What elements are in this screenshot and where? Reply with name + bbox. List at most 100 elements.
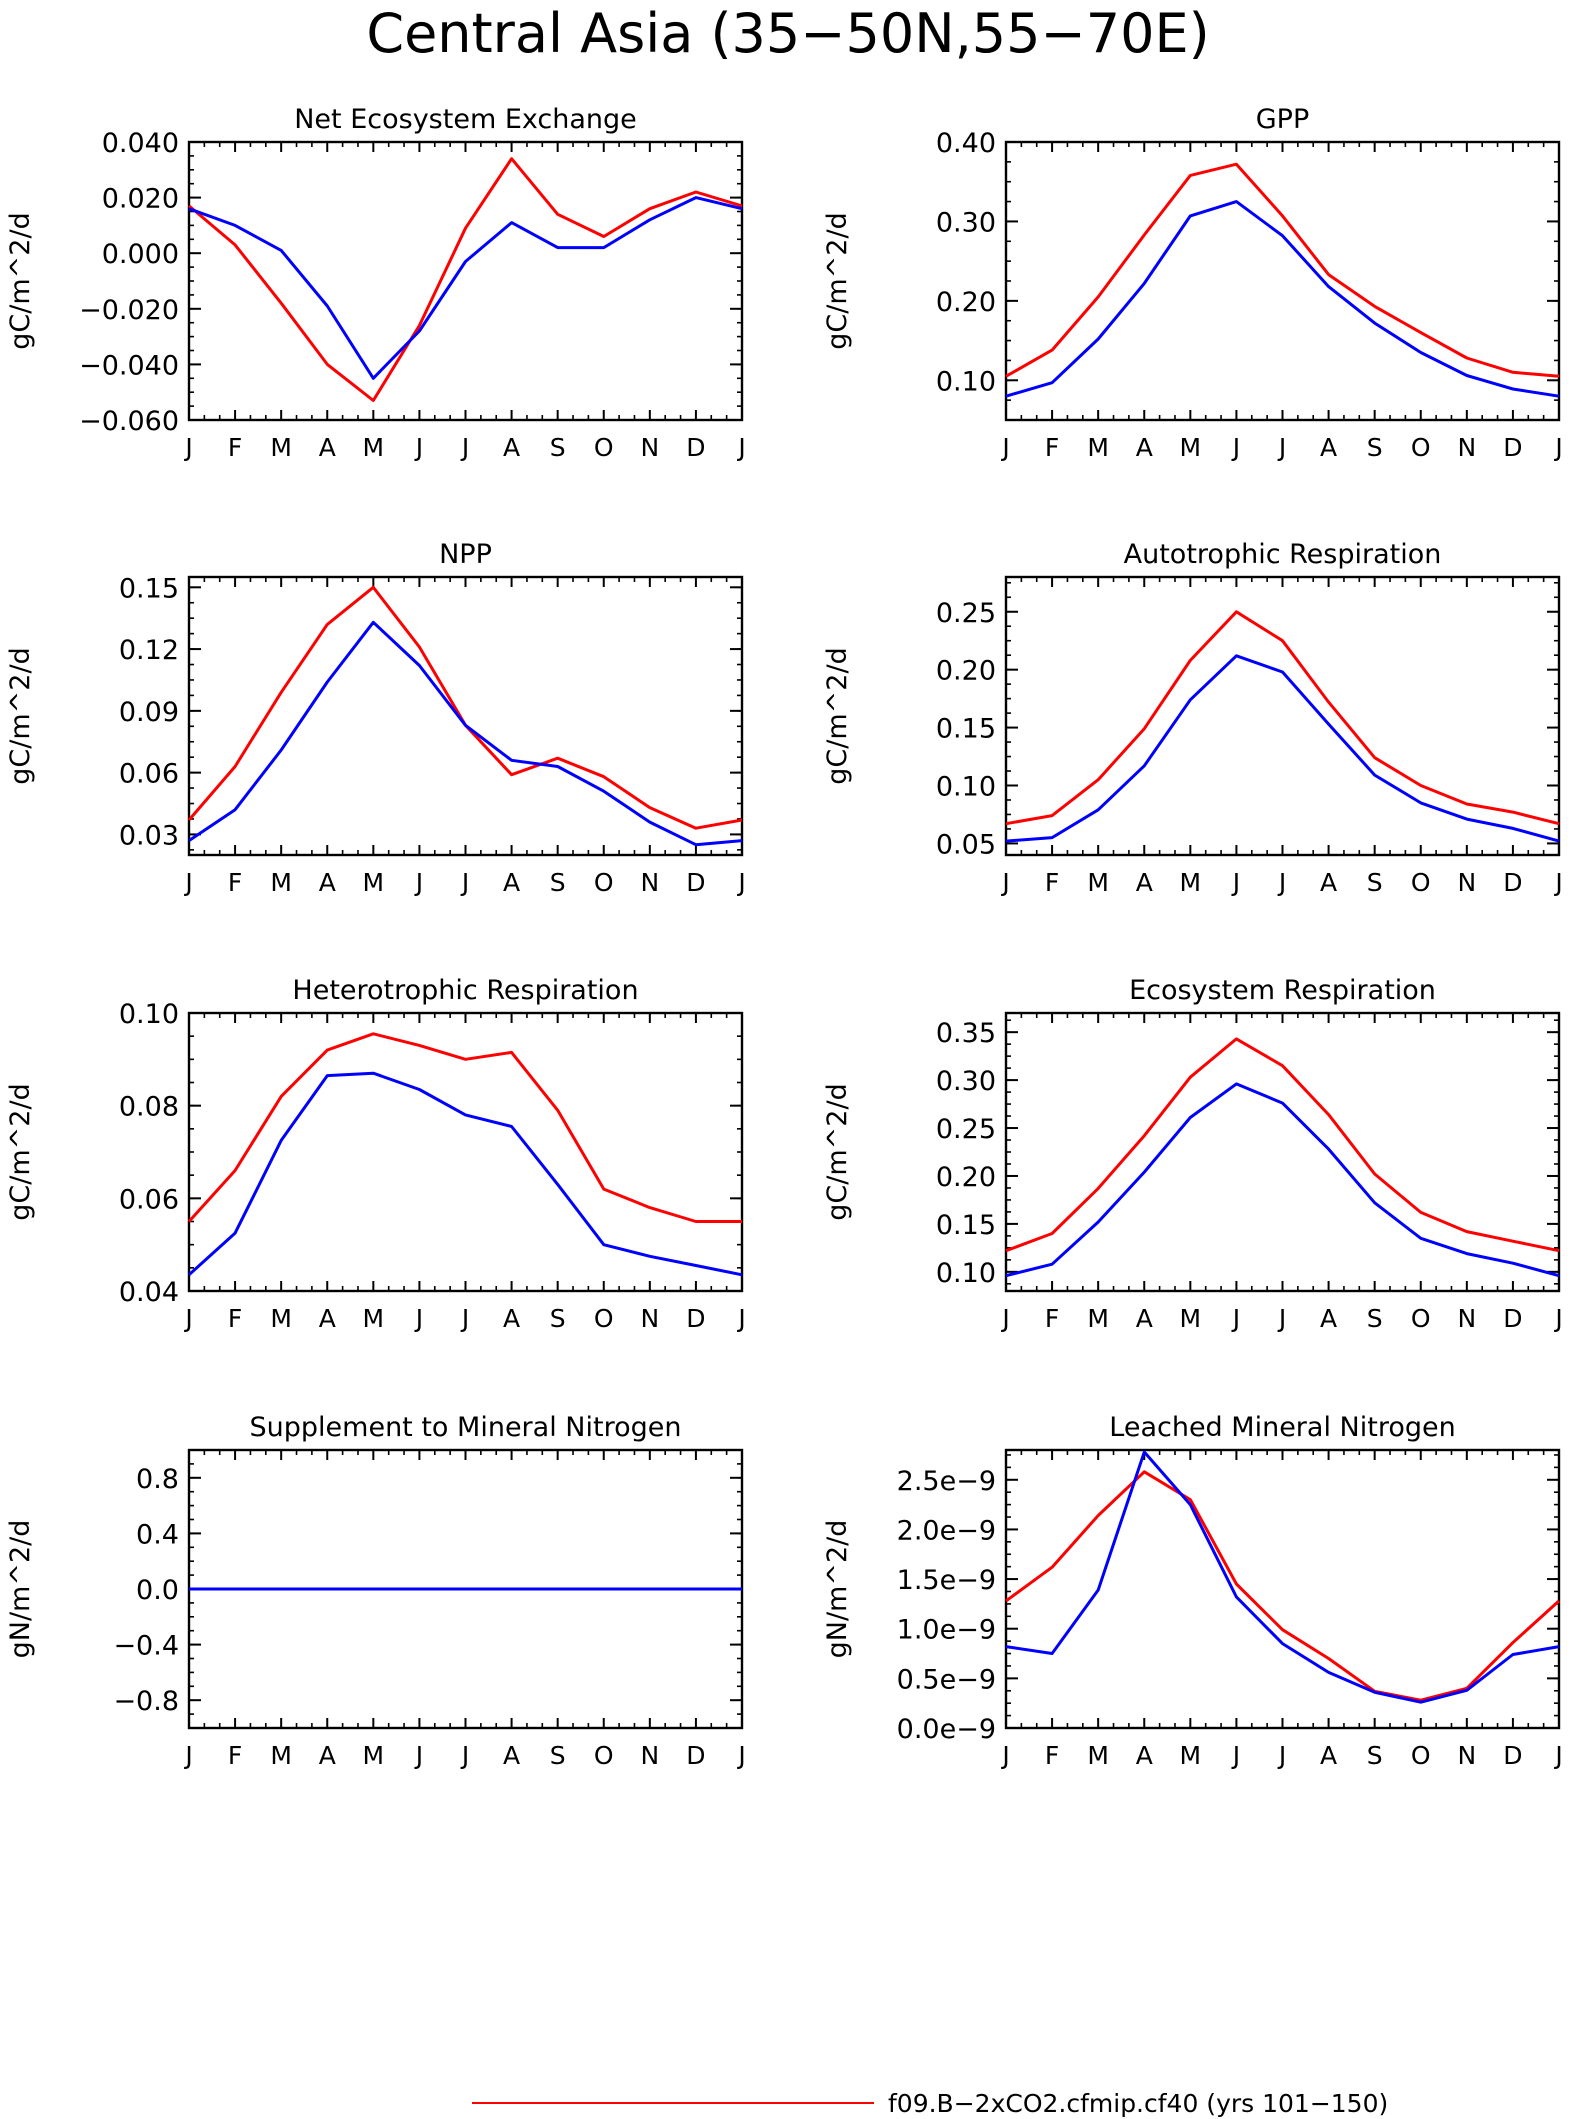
ecosystem-respiration-xtick-label: J: [1553, 1304, 1562, 1333]
gpp-xtick-label: N: [1457, 433, 1476, 462]
heterotrophic-respiration-panel: J F M A M J J A S O N D J0.040.060.080.10Heterotroph…: [5, 975, 746, 1333]
ecosystem-respiration-title: Ecosystem Respiration: [1129, 975, 1436, 1006]
leached-mineral-nitrogen-ytick-label: 1.5e−9: [897, 1565, 996, 1596]
npp-ytick-label: 0.15: [119, 573, 179, 604]
ecosystem-respiration-xtick-label: J: [1231, 1304, 1240, 1333]
supplement-to-mineral-nitrogen-title: Supplement to Mineral Nitrogen: [250, 1412, 682, 1443]
leached-mineral-nitrogen-ytick-label: 2.5e−9: [897, 1466, 996, 1497]
npp-ylabel: gC/m^2/d: [5, 647, 36, 784]
ecosystem-respiration-xtick-label: S: [1367, 1304, 1383, 1333]
autotrophic-respiration-xtick-label: A: [1136, 868, 1153, 897]
autotrophic-respiration-xtick-label: J: [1553, 868, 1562, 897]
supplement-to-mineral-nitrogen-ytick-label: −0.4: [113, 1631, 179, 1662]
ecosystem-respiration-xtick-label: N: [1457, 1304, 1476, 1333]
ecosystem-respiration-panel: J F M A M J J A S O N D J0.100.150.200.250.300.35Eco…: [822, 975, 1563, 1333]
npp-xtick-label: A: [503, 868, 520, 897]
ecosystem-respiration-ytick-label: 0.30: [936, 1066, 996, 1097]
autotrophic-respiration-xtick-label: F: [1045, 868, 1059, 897]
supplement-to-mineral-nitrogen-xtick-label: S: [550, 1741, 566, 1770]
supplement-to-mineral-nitrogen-xtick-label: J: [414, 1741, 423, 1770]
autotrophic-respiration-xtick-label: S: [1367, 868, 1383, 897]
supplement-to-mineral-nitrogen-panel: J F M A M J J A S O N D J−0.8−0.40.00.40.8Supplement…: [5, 1412, 746, 1770]
gpp-xtick-label: A: [1136, 433, 1153, 462]
heterotrophic-respiration-xtick-label: J: [460, 1304, 469, 1333]
net-ecosystem-exchange-ylabel: gC/m^2/d: [5, 212, 36, 349]
leached-mineral-nitrogen-xtick-label: J: [1231, 1741, 1240, 1770]
legend: f09.B−2xCO2.cfmip.cf40 (yrs 101−150): [472, 2089, 1388, 2118]
supplement-to-mineral-nitrogen-xtick-label: F: [228, 1741, 242, 1770]
heterotrophic-respiration-ylabel: gC/m^2/d: [5, 1083, 36, 1220]
ecosystem-respiration-ylabel: gC/m^2/d: [822, 1083, 853, 1220]
ecosystem-respiration-plot-frame: [1004, 1011, 1561, 1293]
net-ecosystem-exchange-ytick-label: −0.060: [79, 406, 179, 437]
leached-mineral-nitrogen-xtick-label: S: [1367, 1741, 1383, 1770]
autotrophic-respiration-ylabel: gC/m^2/d: [822, 647, 853, 784]
heterotrophic-respiration-xtick-label: O: [594, 1304, 614, 1333]
leached-mineral-nitrogen-ytick-label: 0.0e−9: [897, 1714, 996, 1745]
heterotrophic-respiration-xtick-label: S: [550, 1304, 566, 1333]
autotrophic-respiration-xtick-label: O: [1411, 868, 1431, 897]
gpp-ylabel: gC/m^2/d: [822, 212, 853, 349]
autotrophic-respiration-title: Autotrophic Respiration: [1124, 539, 1442, 570]
ecosystem-respiration-ytick-label: 0.15: [936, 1210, 996, 1241]
ecosystem-respiration-xtick-label: J: [1277, 1304, 1286, 1333]
ecosystem-respiration-xtick-label: A: [1320, 1304, 1337, 1333]
leached-mineral-nitrogen-xtick-label: J: [1000, 1741, 1009, 1770]
heterotrophic-respiration-ytick-label: 0.04: [119, 1277, 179, 1308]
leached-mineral-nitrogen-title: Leached Mineral Nitrogen: [1109, 1412, 1455, 1443]
net-ecosystem-exchange-xtick-label: S: [550, 433, 566, 462]
heterotrophic-respiration-ytick-label: 0.06: [119, 1184, 179, 1215]
supplement-to-mineral-nitrogen-xtick-label: O: [594, 1741, 614, 1770]
heterotrophic-respiration-xtick-label: J: [414, 1304, 423, 1333]
supplement-to-mineral-nitrogen-xtick-label: N: [640, 1741, 659, 1770]
autotrophic-respiration-series-red-line: [1005, 610, 1560, 826]
ecosystem-respiration-xtick-label: F: [1045, 1304, 1059, 1333]
net-ecosystem-exchange-xtick-label: N: [640, 433, 659, 462]
supplement-to-mineral-nitrogen-xtick-label: M: [363, 1741, 385, 1770]
supplement-to-mineral-nitrogen-xtick-label: J: [736, 1741, 745, 1770]
autotrophic-respiration-ytick-label: 0.25: [936, 598, 996, 629]
gpp-xtick-label: J: [1000, 433, 1009, 462]
net-ecosystem-exchange-ytick-label: −0.020: [79, 295, 179, 326]
heterotrophic-respiration-plot-frame: [187, 1011, 744, 1293]
gpp-xtick-label: J: [1231, 433, 1240, 462]
autotrophic-respiration-xtick-label: M: [1180, 868, 1202, 897]
heterotrophic-respiration-xtick-label: M: [363, 1304, 385, 1333]
ecosystem-respiration-xtick-label: M: [1087, 1304, 1109, 1333]
leached-mineral-nitrogen-panel: J F M A M J J A S O N D J0.0e−90.5e−91.0e−91.5e−92.0…: [822, 1412, 1563, 1770]
leached-mineral-nitrogen-xtick-label: A: [1320, 1741, 1337, 1770]
leached-mineral-nitrogen-xtick-label: J: [1553, 1741, 1562, 1770]
ecosystem-respiration-xtick-label: D: [1503, 1304, 1522, 1333]
supplement-to-mineral-nitrogen-xtick-label: A: [503, 1741, 520, 1770]
gpp-ytick-label: 0.40: [936, 128, 996, 159]
npp-title: NPP: [439, 539, 492, 570]
net-ecosystem-exchange-xtick-label: A: [319, 433, 336, 462]
ecosystem-respiration-ytick-label: 0.20: [936, 1162, 996, 1193]
npp-xtick-label: A: [319, 868, 336, 897]
npp-xtick-label: N: [640, 868, 659, 897]
heterotrophic-respiration-ytick-label: 0.10: [119, 999, 179, 1030]
npp-xtick-label: D: [686, 868, 705, 897]
net-ecosystem-exchange-series-blue-line: [188, 196, 743, 380]
supplement-to-mineral-nitrogen-xtick-label: A: [319, 1741, 336, 1770]
autotrophic-respiration-xtick-label: N: [1457, 868, 1476, 897]
gpp-xtick-label: D: [1503, 433, 1522, 462]
gpp-xtick-label: F: [1045, 433, 1059, 462]
heterotrophic-respiration-xtick-label: F: [228, 1304, 242, 1333]
npp-ytick-label: 0.03: [119, 820, 179, 851]
gpp-xtick-label: J: [1277, 433, 1286, 462]
autotrophic-respiration-plot-frame: [1004, 575, 1561, 857]
leached-mineral-nitrogen-xtick-label: A: [1136, 1741, 1153, 1770]
npp-xtick-label: O: [594, 868, 614, 897]
supplement-to-mineral-nitrogen-xtick-label: J: [460, 1741, 469, 1770]
heterotrophic-respiration-xtick-label: J: [736, 1304, 745, 1333]
leached-mineral-nitrogen-ytick-label: 1.0e−9: [897, 1615, 996, 1646]
ecosystem-respiration-ytick-label: 0.25: [936, 1114, 996, 1145]
heterotrophic-respiration-xtick-label: A: [319, 1304, 336, 1333]
net-ecosystem-exchange-xtick-label: D: [686, 433, 705, 462]
figure-title: Central Asia (35−50N,55−70E): [366, 2, 1209, 65]
supplement-to-mineral-nitrogen-xtick-label: M: [270, 1741, 292, 1770]
gpp-title: GPP: [1256, 104, 1310, 135]
